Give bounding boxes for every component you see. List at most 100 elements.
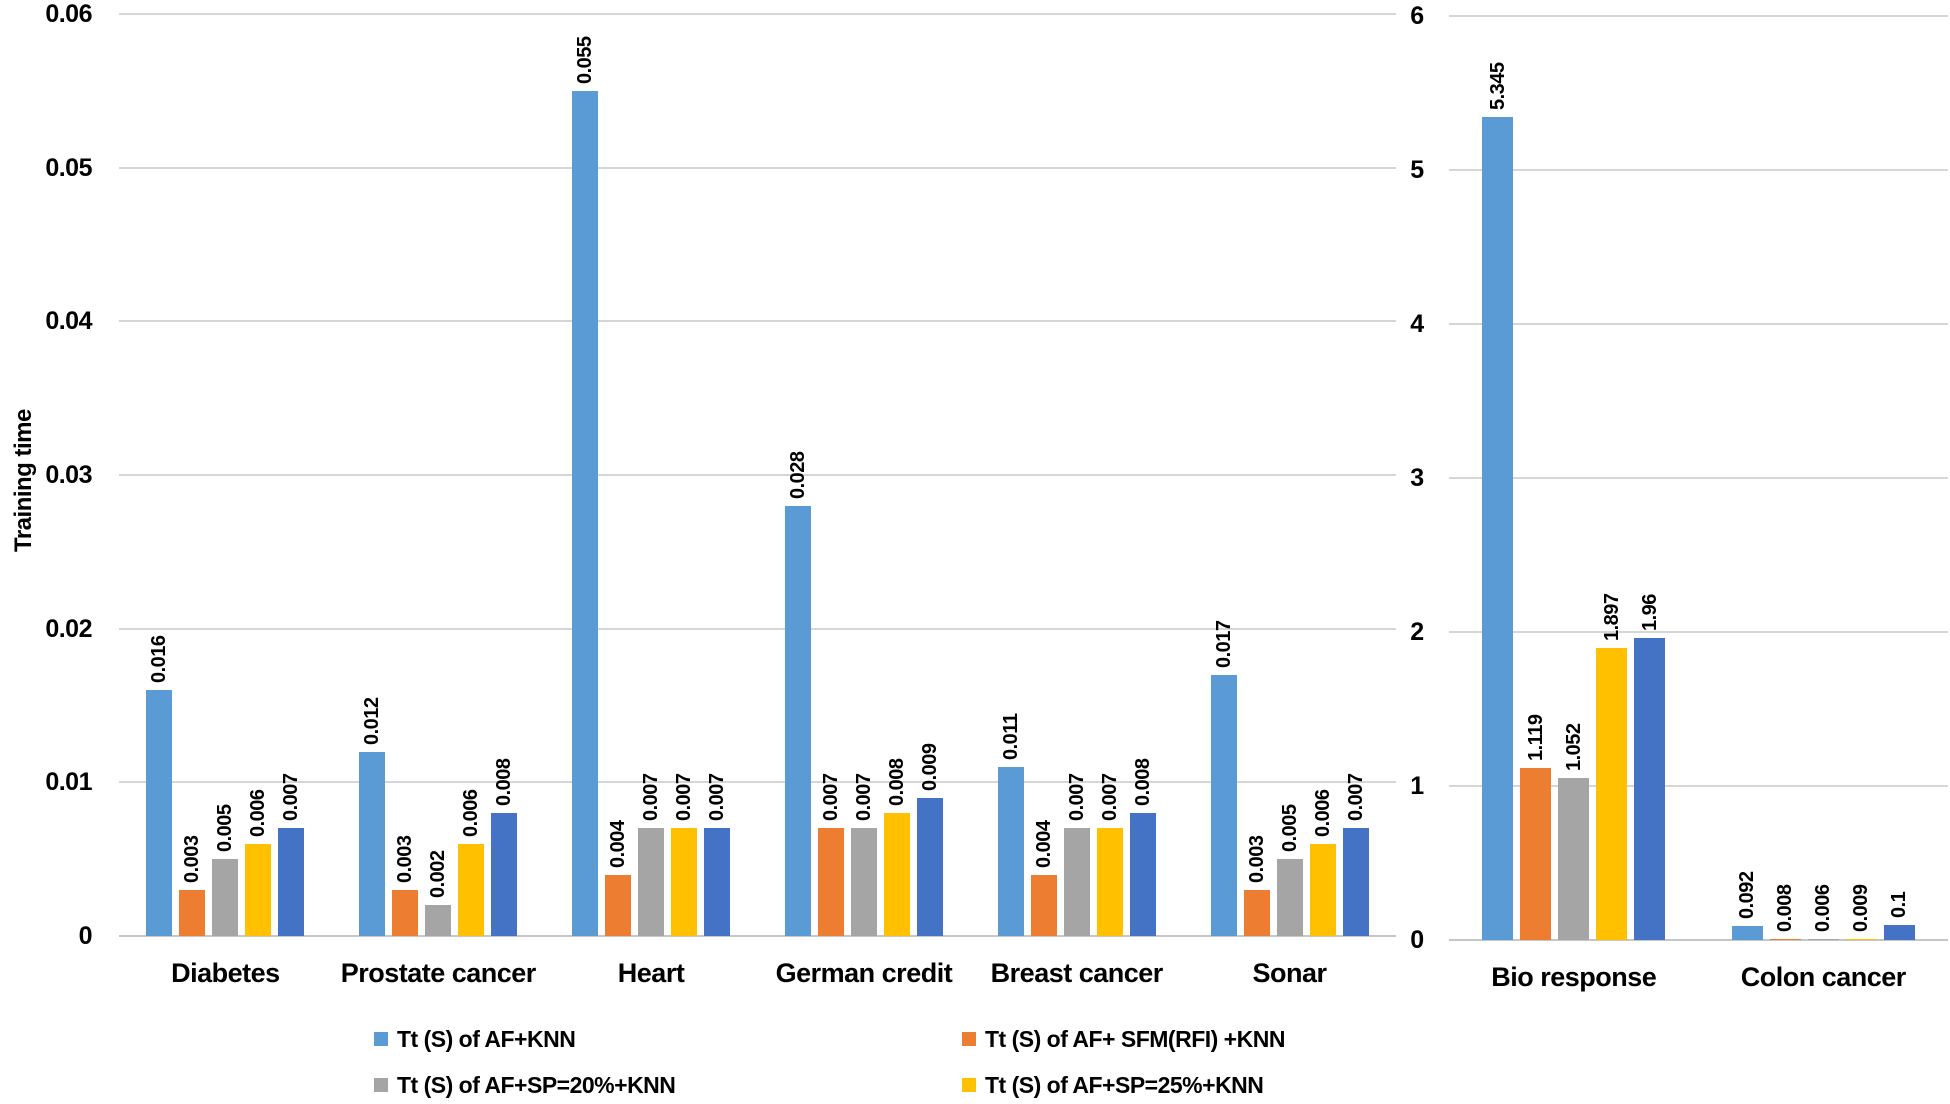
legend-marker (374, 1078, 388, 1092)
bar (212, 859, 239, 936)
bar (1482, 117, 1514, 940)
category-label: Diabetes (171, 958, 280, 988)
bar (1129, 813, 1156, 936)
gridline (119, 320, 1396, 323)
bar-value-label: 0.006 (1311, 789, 1334, 837)
y-tick-label: 3 (1410, 464, 1424, 492)
bar-value-label: 0.017 (1212, 620, 1235, 668)
bar (1342, 828, 1369, 936)
bar-value-label: 0.007 (280, 773, 303, 821)
bar-value-label: 0.005 (214, 804, 237, 852)
y-tick-label: 0.06 (45, 0, 92, 28)
bar-value-label: 0.003 (394, 835, 417, 883)
category-label: Colon cancer (1740, 962, 1907, 992)
bar-value-label: 0.004 (1032, 820, 1055, 868)
bar (1634, 638, 1666, 940)
legend-label: Tt (S) of AF+SP=20%+KNN (397, 1071, 676, 1098)
bar (1063, 828, 1090, 936)
bar (997, 767, 1024, 936)
bar (1596, 648, 1628, 940)
bar-value-label: 1.897 (1600, 593, 1623, 641)
bar (850, 828, 877, 936)
y-tick-label: 0.01 (45, 768, 92, 797)
bar-value-label: 0.012 (361, 697, 384, 745)
category-label: Prostate cancer (340, 958, 537, 988)
gridline (1449, 323, 1948, 325)
bar-value-label: 0.004 (607, 820, 630, 868)
legend-item: Tt (S) of AF+ SFM(RFI) +KNN (962, 1026, 1285, 1052)
bar-value-label: 0.008 (493, 758, 516, 806)
bar (1520, 768, 1552, 940)
bar-value-label: 1.119 (1524, 714, 1547, 761)
bar-value-label: 0.007 (640, 773, 663, 821)
bar-value-label: 0.007 (852, 773, 875, 821)
bar-value-label: 0.007 (1065, 773, 1088, 821)
x-axis-line (1449, 939, 1948, 941)
bar-value-label: 0.002 (427, 850, 450, 898)
bar-value-label: 0.003 (181, 835, 204, 883)
bar (1096, 828, 1123, 936)
bar (1030, 875, 1057, 936)
bar (425, 905, 452, 936)
category-label: Heart (617, 958, 685, 988)
gridline (1449, 631, 1948, 633)
legend-marker (374, 1032, 388, 1046)
y-tick-label: 4 (1410, 310, 1424, 338)
category-label: German credit (775, 958, 953, 988)
bar (784, 506, 811, 936)
legend-label: Tt (S) of AF+KNN (397, 1025, 576, 1052)
y-tick-label: 1 (1410, 772, 1424, 800)
y-tick-label: 0.03 (45, 461, 92, 489)
bar-value-label: 0.007 (1344, 773, 1367, 821)
bar-value-label: 0.007 (673, 773, 696, 821)
gridline (119, 166, 1396, 169)
bar (179, 890, 206, 936)
legend-label: Tt (S) of AF+ SFM(RFI) +KNN (985, 1025, 1285, 1052)
bar-value-label: 0.016 (148, 635, 171, 683)
category-label: Sonar (1252, 958, 1328, 988)
y-tick-label: 6 (1410, 2, 1424, 30)
category-label: Bio response (1491, 962, 1657, 992)
bar (1558, 778, 1590, 940)
y-tick-label: 0.02 (45, 614, 92, 643)
y-tick-label: 2 (1410, 618, 1424, 646)
y-tick-label: 0 (1410, 926, 1424, 954)
bar (605, 875, 632, 936)
bar-value-label: 0.008 (885, 758, 908, 806)
bar (1276, 859, 1303, 936)
gridline (1449, 477, 1948, 479)
bar (458, 844, 485, 936)
bar-value-label: 0.1 (1888, 891, 1911, 918)
bar-value-label: 0.055 (574, 36, 597, 84)
legend-item: Tt (S) of AF+SP=25%+KNN (962, 1071, 1264, 1098)
bar-value-label: 0.003 (1245, 835, 1268, 883)
gridline (119, 13, 1396, 15)
y-tick-label: 0.04 (45, 307, 92, 336)
bar-value-label: 0.008 (1774, 884, 1797, 932)
category-label: Breast cancer (990, 958, 1164, 988)
bar (1243, 890, 1270, 936)
bar (1309, 844, 1336, 936)
legend-label: Tt (S) of AF+SP=25%+KNN (985, 1071, 1264, 1098)
bar-value-label: 0.006 (460, 789, 483, 837)
bar (671, 828, 698, 936)
bar-value-label: 1.052 (1562, 723, 1585, 771)
bar (491, 813, 518, 936)
legend-item: Tt (S) of AF+SP=20%+KNN (374, 1071, 676, 1098)
bar (278, 828, 305, 936)
bar (1845, 939, 1877, 940)
bar (392, 890, 419, 936)
bar-value-label: 0.007 (819, 773, 842, 821)
bar-value-label: 0.009 (918, 743, 941, 791)
bar-value-label: 1.96 (1638, 594, 1661, 631)
gridline (119, 627, 1396, 630)
bar (1883, 925, 1915, 940)
gridline (1449, 169, 1948, 171)
bar-value-label: 5.345 (1486, 62, 1509, 110)
bar (572, 91, 599, 936)
bar (245, 844, 272, 936)
y-tick-label: 0 (78, 922, 93, 950)
gridline (119, 781, 1396, 784)
legend-marker (962, 1032, 976, 1046)
